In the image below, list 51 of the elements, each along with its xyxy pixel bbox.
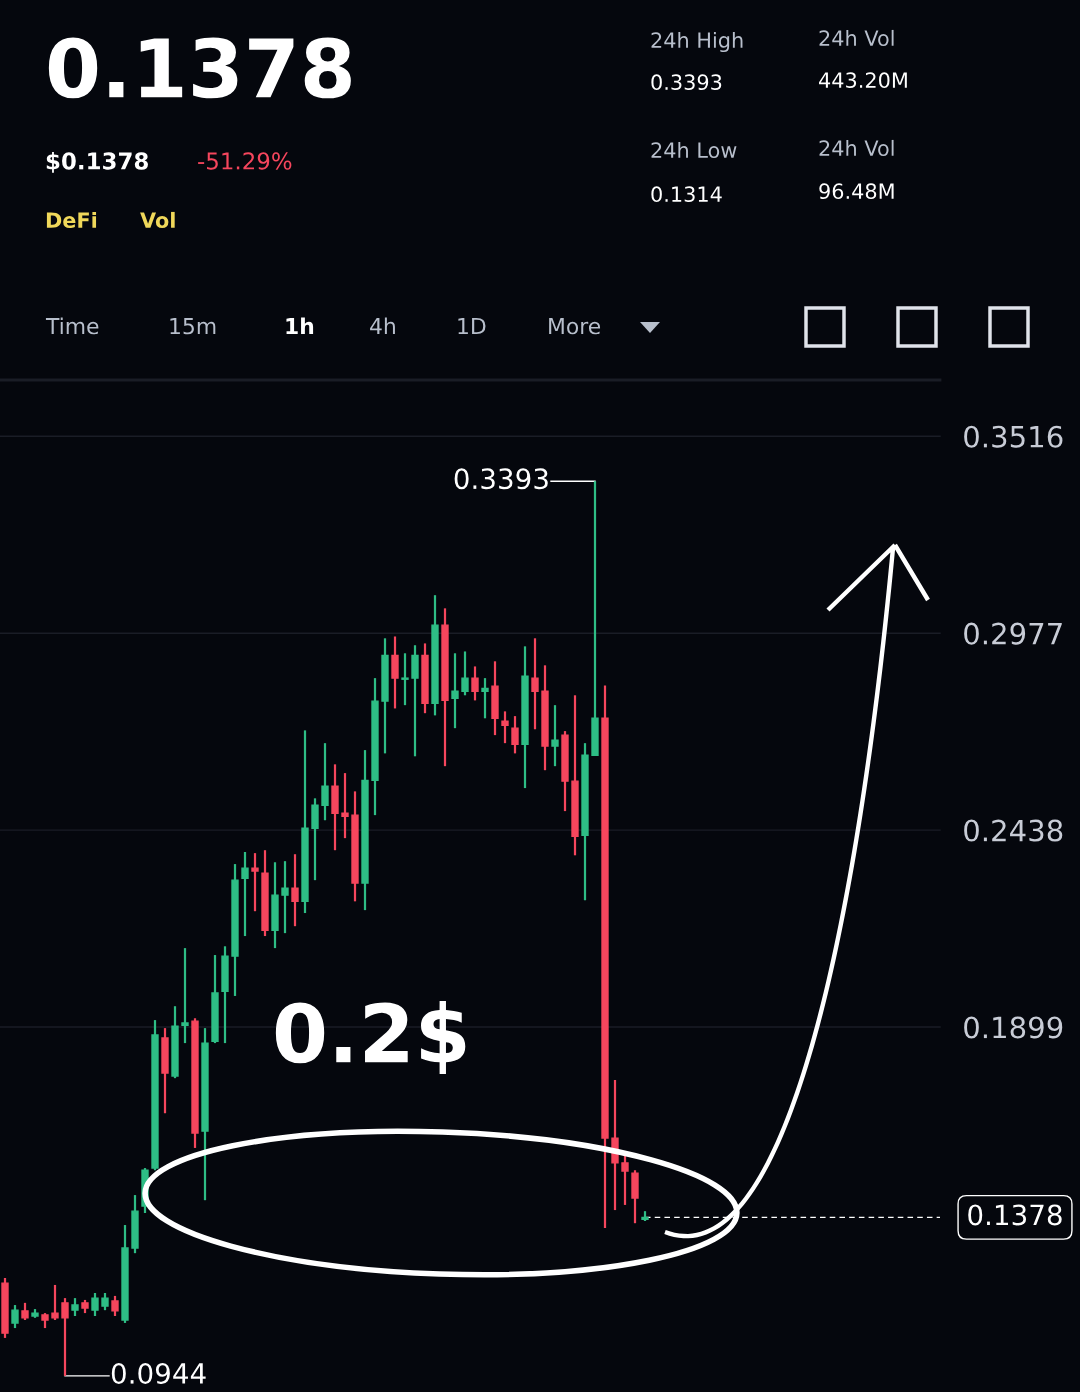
candlestick xyxy=(251,852,259,913)
text: 1h xyxy=(286,317,314,335)
candlestick xyxy=(451,652,459,730)
candlestick xyxy=(91,1291,99,1318)
candlestick xyxy=(401,652,409,707)
candlestick xyxy=(341,772,349,840)
annotation: 0.3393 xyxy=(454,468,548,490)
text: More xyxy=(549,318,601,335)
candlestick xyxy=(281,860,289,935)
text: 1D xyxy=(458,318,486,335)
candlestick xyxy=(181,947,189,1045)
text: 15m xyxy=(170,318,216,335)
annotation: 0.2$ xyxy=(275,1001,466,1075)
candlestick xyxy=(471,665,479,702)
candlestick xyxy=(291,853,299,928)
text: 0.1378 xyxy=(48,37,351,99)
text: -51.29% xyxy=(198,152,292,170)
annotation: 0.0944 xyxy=(111,1362,206,1384)
text: 0.3393 xyxy=(651,74,722,91)
candlestick xyxy=(111,1294,119,1318)
text: 4h xyxy=(370,317,395,335)
candlestick xyxy=(551,704,559,768)
text: 24h High xyxy=(651,31,743,53)
text: 24h Low xyxy=(651,141,737,159)
text: Vol xyxy=(140,211,175,229)
text: 443.20M xyxy=(819,72,907,89)
text: 24h Vol xyxy=(819,29,894,47)
candlestick xyxy=(11,1303,19,1330)
text: 0.1314 xyxy=(651,186,722,203)
candlestick xyxy=(501,710,509,745)
candlestick xyxy=(411,644,419,758)
y-tick-label: 0.2977 xyxy=(964,622,1062,645)
candlestick xyxy=(321,742,329,822)
ref-line-label: 0.1378 xyxy=(968,1204,1062,1226)
text: 24h Vol xyxy=(819,139,894,157)
candlestick xyxy=(481,677,489,720)
candlestick xyxy=(241,850,249,938)
y-tick-label: 0.3516 xyxy=(964,425,1063,448)
candlestick xyxy=(511,715,519,755)
candlestick xyxy=(51,1283,59,1322)
candlestick xyxy=(531,637,539,731)
text: DeFi xyxy=(46,211,97,229)
candlestick xyxy=(391,635,399,710)
candlestick xyxy=(61,1297,69,1378)
text: 96.48M xyxy=(819,183,894,200)
y-tick-label: 0.1899 xyxy=(964,1016,1063,1039)
y-tick-label: 0.2438 xyxy=(964,819,1063,842)
candlestick xyxy=(311,797,319,882)
text: $0.1378 xyxy=(46,151,148,173)
text: Time xyxy=(45,317,99,335)
candlestick xyxy=(461,650,469,697)
